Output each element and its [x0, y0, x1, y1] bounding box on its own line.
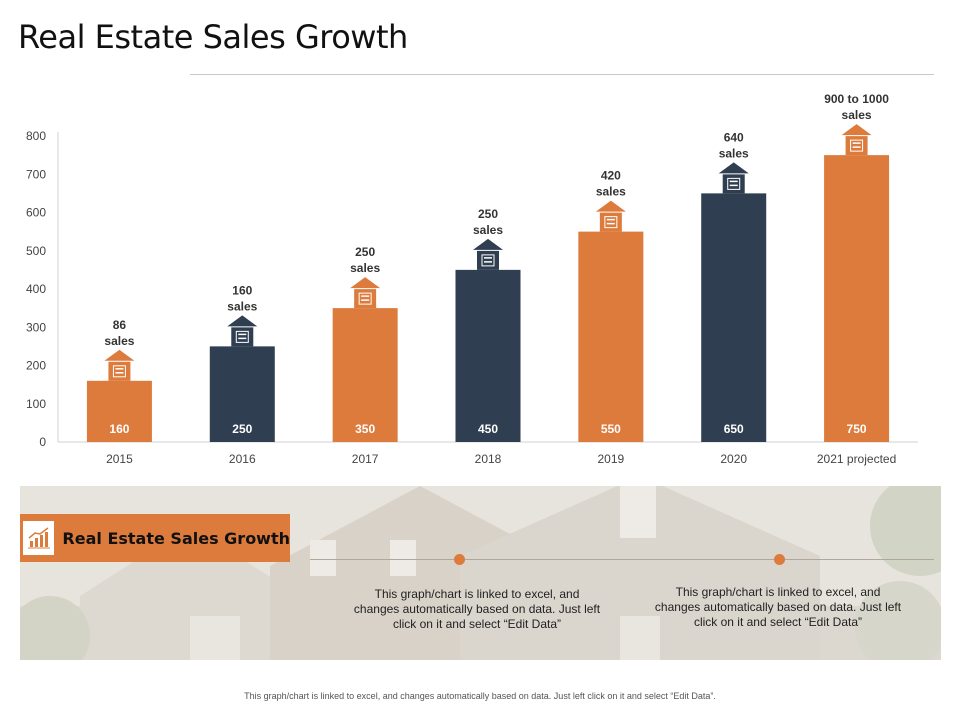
bar [86, 380, 152, 442]
bar-annotation: sales [473, 223, 503, 237]
timeline-line [310, 559, 934, 560]
y-tick-label: 600 [26, 206, 46, 220]
bar [578, 231, 644, 442]
bar-annotation: 420 [601, 169, 621, 183]
bar-annotation: sales [227, 299, 257, 313]
bar-annotation: 640 [724, 130, 744, 144]
y-tick-label: 500 [26, 244, 46, 258]
bar [824, 155, 890, 442]
house-icon [841, 124, 872, 156]
bar-annotation: sales [596, 185, 626, 199]
x-tick-label: 2017 [352, 452, 379, 466]
x-tick-label: 2016 [229, 452, 256, 466]
bar-annotation: sales [350, 261, 380, 275]
bar-annotation: 250 [355, 245, 375, 259]
footer-note: This graph/chart is linked to excel, and… [244, 691, 716, 701]
y-tick-label: 800 [26, 129, 46, 143]
house-icon [595, 200, 626, 232]
bar-value-label: 160 [109, 422, 129, 436]
banner-title: Real Estate Sales Growth [62, 528, 290, 548]
x-tick-label: 2018 [475, 452, 502, 466]
info-panel: Real Estate Sales Growth This graph/char… [20, 486, 941, 660]
page-title: Real Estate Sales Growth [18, 18, 408, 56]
house-icon [104, 349, 135, 381]
x-tick-label: 2019 [598, 452, 625, 466]
x-tick-label: 2020 [720, 452, 747, 466]
bar-value-label: 450 [478, 422, 498, 436]
bar-chart: 0 100 200 300 400 500 600 700 800 160 2015 86 sales 2… [26, 92, 918, 466]
title-divider [190, 74, 934, 75]
y-tick-label: 100 [26, 397, 46, 411]
y-tick-label: 700 [26, 167, 46, 181]
bar-value-label: 350 [355, 422, 375, 436]
house-icon [718, 162, 749, 194]
house-icon [350, 277, 381, 309]
timeline-dot [774, 554, 785, 565]
timeline-dot [454, 554, 465, 565]
bar-annotation: 160 [232, 283, 252, 297]
section-banner: Real Estate Sales Growth [20, 514, 290, 562]
bar-annotation: sales [842, 108, 872, 122]
house-icon [227, 315, 258, 347]
bar [209, 346, 275, 442]
bar-annotation: 900 to 1000 [824, 92, 889, 106]
note-text-2: This graph/chart is linked to excel, and… [654, 585, 902, 629]
bar-value-label: 250 [232, 422, 252, 436]
bar [455, 269, 521, 442]
note-text-1: This graph/chart is linked to excel, and… [353, 587, 601, 631]
bar-value-label: 750 [847, 422, 867, 436]
bar-annotation: sales [104, 334, 134, 348]
bar-annotation: 250 [478, 207, 498, 221]
bar-value-label: 650 [724, 422, 744, 436]
bar-value-label: 550 [601, 422, 621, 436]
bar [332, 308, 398, 442]
x-tick-label: 2015 [106, 452, 133, 466]
bar-annotation: sales [719, 146, 749, 160]
chart-growth-icon [23, 521, 55, 555]
y-tick-label: 300 [26, 320, 46, 334]
y-tick-label: 0 [39, 435, 46, 449]
bar-annotation: 86 [113, 318, 127, 332]
x-tick-label: 2021 projected [817, 452, 896, 466]
y-tick-label: 400 [26, 282, 46, 296]
house-background-image [20, 486, 941, 660]
bar [701, 193, 767, 442]
y-tick-label: 200 [26, 359, 46, 373]
house-icon [473, 238, 503, 270]
